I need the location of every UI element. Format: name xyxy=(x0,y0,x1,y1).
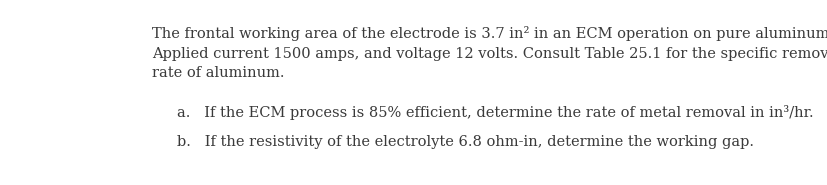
Text: b.   If the resistivity of the electrolyte 6.8 ohm-in, determine the working gap: b. If the resistivity of the electrolyte… xyxy=(177,135,753,149)
Text: The frontal working area of the electrode is 3.7 in² in an ECM operation on pure: The frontal working area of the electrod… xyxy=(151,26,827,80)
Text: a.   If the ECM process is 85% efficient, determine the rate of metal removal in: a. If the ECM process is 85% efficient, … xyxy=(177,105,813,120)
